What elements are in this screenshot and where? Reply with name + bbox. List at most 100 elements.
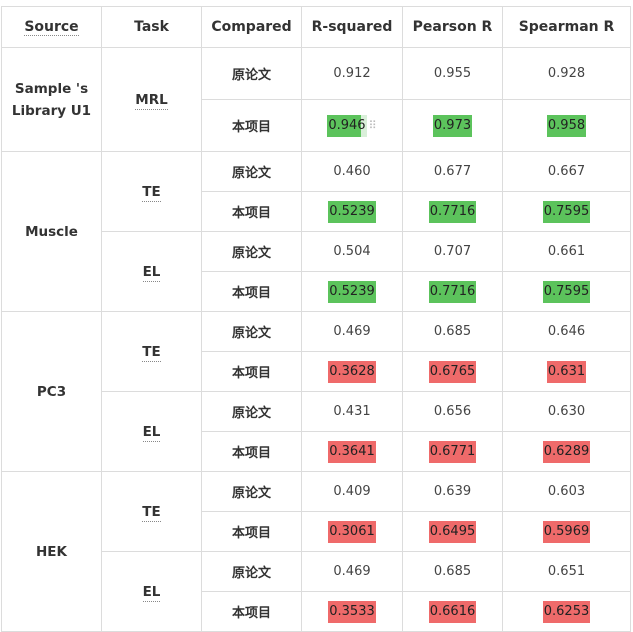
spearman-cell: 0.6253	[502, 591, 631, 632]
table-row: Muscle TE 原论文 0.460 0.677 0.667	[1, 151, 631, 312]
pearson-cell: 0.6771	[402, 431, 503, 472]
spearman-cell: 0.630	[502, 391, 631, 432]
pearson-cell: 0.973	[402, 99, 503, 152]
source-cell: PC3	[1, 311, 102, 472]
highlight-good: 0.7595	[542, 280, 591, 303]
pearson-cell: 0.656	[402, 391, 503, 432]
source-cell: Muscle	[1, 151, 102, 312]
highlight-good: 0.7716	[428, 200, 477, 223]
spearman-cell: 0.646	[502, 311, 631, 352]
compared-cell: 本项目	[201, 351, 302, 392]
compared-cell: 原论文	[201, 231, 302, 272]
compared-cell: 原论文	[201, 551, 302, 592]
r-squared-cell: 0.469	[301, 311, 403, 352]
table-row: PC3 TE 原论文 0.469 0.685 0.646	[1, 311, 631, 472]
table-row: 本项目 0.3061 0.6495 0.5969	[2, 511, 631, 552]
table-row: 本项目 0.946 ⠿ 0.973 0.958	[2, 99, 631, 152]
pearson-cell: 0.639	[402, 471, 503, 512]
spearman-cell: 0.667	[502, 151, 631, 192]
highlight-good: 0.946	[327, 114, 367, 137]
r-squared-cell: 0.3628	[301, 351, 403, 392]
spearman-cell: 0.7595	[502, 271, 631, 312]
highlight-bad: 0.5969	[542, 520, 591, 543]
pearson-cell: 0.955	[402, 47, 503, 100]
compared-cell: 本项目	[201, 591, 302, 632]
compared-cell: 原论文	[201, 47, 302, 100]
compared-cell: 本项目	[201, 511, 302, 552]
pearson-cell: 0.707	[402, 231, 503, 272]
table-row: EL 原论文 0.504 0.707 0.661	[2, 231, 631, 312]
table-row: 本项目 0.5239 0.7716 0.7595	[2, 271, 631, 312]
table-row: EL 原论文 0.431 0.656 0.630	[2, 391, 631, 472]
r-squared-cell: 0.3533	[301, 591, 403, 632]
header-spearman-r: Spearman R	[502, 6, 631, 48]
source-label: Library U1	[11, 102, 92, 119]
pearson-cell: 0.7716	[402, 191, 503, 232]
task-cell: TE	[101, 311, 202, 392]
highlight-bad: 0.3533	[328, 600, 376, 623]
pearson-cell: 0.685	[402, 311, 503, 352]
highlight-bad: 0.3628	[328, 360, 376, 383]
header-pearson-r: Pearson R	[402, 6, 503, 48]
table-row: 本项目 0.3628 0.6765 0.631	[2, 351, 631, 392]
highlight-bad: 0.3061	[328, 520, 376, 543]
drag-handle-icon[interactable]: ⠿	[368, 118, 377, 132]
highlight-good: 0.7595	[542, 200, 591, 223]
compared-cell: 本项目	[201, 431, 302, 472]
task-cell: EL	[101, 231, 202, 312]
compared-cell: 本项目	[201, 271, 302, 312]
spearman-cell: 0.928	[502, 47, 631, 100]
highlight-bad: 0.6765	[428, 360, 477, 383]
highlight-bad: 0.6616	[428, 600, 477, 623]
header-compared: Compared	[201, 6, 302, 48]
r-squared-cell: 0.431	[301, 391, 403, 432]
pearson-cell: 0.677	[402, 151, 503, 192]
highlight-good: 0.7716	[428, 280, 477, 303]
pearson-cell: 0.6765	[402, 351, 503, 392]
highlight-good: 0.5239	[328, 280, 376, 303]
compared-cell: 本项目	[201, 99, 302, 152]
highlight-bad: 0.631	[546, 360, 587, 383]
r-squared-cell: 0.946 ⠿	[301, 99, 403, 152]
pearson-cell: 0.7716	[402, 271, 503, 312]
spearman-cell: 0.958	[502, 99, 631, 152]
r-squared-cell: 0.504	[301, 231, 403, 272]
spearman-cell: 0.651	[502, 551, 631, 592]
table-row: HEK TE 原论文 0.409 0.639 0.603	[1, 471, 631, 632]
compared-cell: 原论文	[201, 311, 302, 352]
source-cell: HEK	[1, 471, 102, 632]
pearson-cell: 0.6616	[402, 591, 503, 632]
task-cell: TE	[101, 151, 202, 232]
highlight-good: 0.973	[432, 114, 473, 137]
header-task: Task	[101, 6, 202, 48]
header-r-squared: R-squared	[301, 6, 403, 48]
spearman-cell: 0.631	[502, 351, 631, 392]
highlight-bad: 0.3641	[328, 440, 376, 463]
comparison-table: Source Task Compared R-squared Pearson R…	[1, 6, 631, 632]
compared-cell: 本项目	[201, 191, 302, 232]
header-source: Source	[1, 6, 102, 48]
r-squared-cell: 0.3641	[301, 431, 403, 472]
source-cell: Sample 's Library U1	[1, 47, 102, 152]
spearman-cell: 0.603	[502, 471, 631, 512]
compared-cell: 原论文	[201, 391, 302, 432]
task-cell: EL	[101, 551, 202, 632]
r-squared-cell: 0.460	[301, 151, 403, 192]
task-cell: EL	[101, 391, 202, 472]
table-row: 本项目 0.3533 0.6616 0.6253	[2, 591, 631, 632]
table-row: Sample 's Library U1 MRL 原论文 0.912 0.955…	[1, 47, 631, 152]
highlight-good: 0.958	[546, 114, 587, 137]
r-squared-cell: 0.912	[301, 47, 403, 100]
spearman-cell: 0.7595	[502, 191, 631, 232]
r-squared-cell: 0.5239	[301, 271, 403, 312]
header-row: Source Task Compared R-squared Pearson R…	[1, 6, 631, 48]
spearman-cell: 0.5969	[502, 511, 631, 552]
r-squared-cell: 0.3061	[301, 511, 403, 552]
highlight-bad: 0.6495	[428, 520, 477, 543]
compared-cell: 原论文	[201, 151, 302, 192]
highlight-bad: 0.6289	[542, 440, 591, 463]
highlight-bad: 0.6771	[428, 440, 477, 463]
pearson-cell: 0.685	[402, 551, 503, 592]
task-cell: MRL	[101, 47, 202, 152]
spearman-cell: 0.661	[502, 231, 631, 272]
